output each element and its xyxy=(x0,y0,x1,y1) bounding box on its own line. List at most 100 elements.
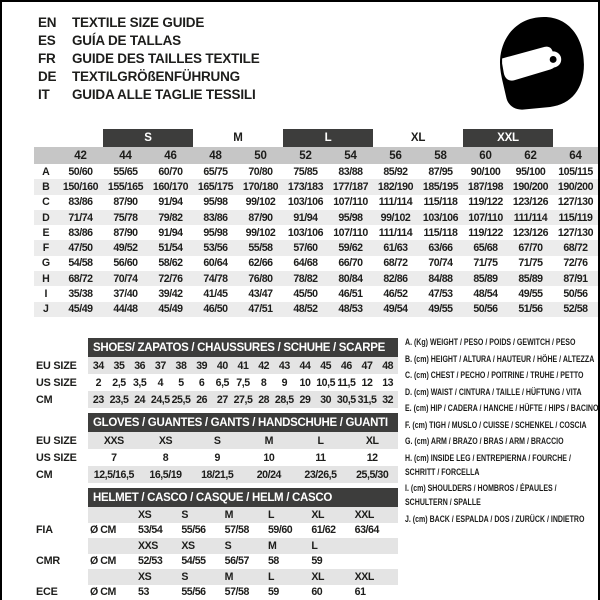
measure-value: 111/114 xyxy=(513,211,548,224)
measure-value: 67/70 xyxy=(518,242,543,255)
measure-value: 85/89 xyxy=(473,272,498,285)
helmet-cells: XXS XS S M L xyxy=(88,538,398,554)
size-value: 46 xyxy=(340,359,352,372)
size-value: 30,5 xyxy=(336,393,356,406)
size-value: M xyxy=(224,508,234,521)
measure-value: 49/55 xyxy=(518,288,543,301)
measure-value: 52/58 xyxy=(563,303,588,316)
size-value: L xyxy=(317,434,324,447)
size-number: 52 xyxy=(299,149,312,162)
measure-row-E: E 83/86 87/90 91/94 95/98 99/102 103/106 107/11… xyxy=(34,225,598,240)
measure-value: 177/187 xyxy=(332,180,369,193)
measure-value: 68/72 xyxy=(383,257,408,270)
legend-line: C. (cm) CHEST / PECHO / POITRINE / TRUHE… xyxy=(405,370,584,380)
measure-value: 173/183 xyxy=(287,180,324,193)
language-code: IT xyxy=(38,86,50,102)
measure-value: 99/102 xyxy=(245,226,276,239)
measure-value: 127/130 xyxy=(557,196,594,209)
legend-list: A. (Kg) WEIGHT / PESO / POIDS / GEWITCH … xyxy=(405,335,600,528)
measure-key: H xyxy=(42,272,50,285)
measure-value: 66/70 xyxy=(338,257,363,270)
size-value: XXL xyxy=(354,570,375,583)
language-row: EN TEXTILE SIZE GUIDE xyxy=(38,13,260,31)
legend-item: C. (cm) CHEST / PECHO / POITRINE / TRUHE… xyxy=(405,368,600,382)
language-row: ES GUÍA DE TALLAS xyxy=(38,31,260,49)
language-title: GUÍA DE TALLAS xyxy=(72,32,181,48)
measure-value: 61/63 xyxy=(383,242,408,255)
legend-item: J. (cm) BACK / ESPALDA / DOS / ZURÜCK / … xyxy=(405,512,600,526)
size-value: 29 xyxy=(299,393,311,406)
measure-row-H: H 68/72 70/74 72/76 74/78 76/80 78/82 80/84 82/8… xyxy=(34,271,598,287)
measure-value: 48/53 xyxy=(338,303,363,316)
language-code: EN xyxy=(38,14,57,30)
gloves-table: EU SIZE XXS XS S M L XL US SIZE 7 8 9 10 11 12 CM 12,5/… xyxy=(36,432,398,483)
size-value: 60 xyxy=(311,586,323,599)
size-value: 40 xyxy=(216,359,228,372)
measure-row-B: B 150/160 155/165 160/170 165/175 170/180 173/… xyxy=(34,179,598,195)
measure-value: 49/54 xyxy=(383,303,408,316)
size-value: 12,5/16,5 xyxy=(93,468,135,481)
size-group-label xyxy=(58,129,103,147)
size-value: S xyxy=(224,539,232,552)
size-value: 39 xyxy=(196,359,208,372)
diameter-unit: Ø CM xyxy=(90,586,116,599)
size-value: 25,5/30 xyxy=(356,468,389,481)
size-value: XS xyxy=(138,508,152,521)
measure-value: 71/74 xyxy=(68,211,93,224)
measure-value: 53/56 xyxy=(203,242,228,255)
measure-key: A xyxy=(42,165,50,178)
measure-value: 190/200 xyxy=(512,180,549,193)
measure-value: 74/78 xyxy=(203,272,228,285)
measure-value: 62/66 xyxy=(248,257,273,270)
size-value: 61/62 xyxy=(311,524,336,537)
language-row: FR GUIDE DES TAILLES TEXTILE xyxy=(38,49,260,67)
size-value: 44 xyxy=(299,359,311,372)
size-value: 9 xyxy=(214,451,220,464)
measure-key: F xyxy=(42,242,50,255)
shoes-title: SHOES/ ZAPATOS / CHAUSSURES / SCHUHE / S… xyxy=(88,338,398,357)
size-value: L xyxy=(267,570,275,583)
measure-key: E xyxy=(42,226,50,239)
measure-value: 103/106 xyxy=(422,211,459,224)
size-value: 26 xyxy=(196,393,208,406)
measure-value: 91/94 xyxy=(293,211,318,224)
measure-value: 103/106 xyxy=(287,226,324,239)
row-label: EU SIZE xyxy=(36,359,77,372)
size-number: 44 xyxy=(119,149,132,162)
size-value: L xyxy=(311,539,318,552)
size-number: 64 xyxy=(569,149,582,162)
size-value: 59/60 xyxy=(267,524,293,537)
size-value: S xyxy=(181,570,188,583)
size-value: 10,5 xyxy=(316,376,336,389)
size-value: 35 xyxy=(113,359,125,372)
measure-value: 91/94 xyxy=(158,196,183,209)
row-label: EU SIZE xyxy=(36,434,77,447)
measure-value: 111/114 xyxy=(378,196,413,209)
measure-value: 83/86 xyxy=(68,196,93,209)
size-group-spacer xyxy=(34,129,58,147)
measure-value: 87/90 xyxy=(113,226,138,239)
measure-value: 123/126 xyxy=(512,226,549,239)
measure-value: 85/89 xyxy=(518,272,543,285)
size-number: 56 xyxy=(389,149,402,162)
measure-value: 99/102 xyxy=(245,196,276,209)
size-value: 57/58 xyxy=(224,524,250,537)
measure-value: 49/52 xyxy=(113,242,138,255)
gloves-row: US SIZE 7 8 9 10 11 12 xyxy=(36,449,398,466)
size-value: 8 xyxy=(162,451,169,464)
measure-value: 63/66 xyxy=(428,242,453,255)
size-value: 32 xyxy=(382,393,394,406)
measure-value: 119/122 xyxy=(468,226,503,239)
measure-value: 51/54 xyxy=(158,242,183,255)
shoes-cells: 34 35 36 37 38 39 40 41 42 43 44 45 46 47 48 xyxy=(88,357,398,374)
language-row: DE TEXTILGRÖßENFÜHRUNG xyxy=(38,67,260,85)
size-value: 23,5 xyxy=(109,393,129,406)
size-value: 12 xyxy=(361,376,373,389)
racing-helmet-icon xyxy=(499,17,584,110)
measure-value: 46/50 xyxy=(203,303,228,316)
language-title: TEXTILE SIZE GUIDE xyxy=(72,14,205,30)
size-value: 7 xyxy=(111,451,117,464)
size-value: 10 xyxy=(263,451,275,464)
measure-value: 95/98 xyxy=(203,226,228,239)
